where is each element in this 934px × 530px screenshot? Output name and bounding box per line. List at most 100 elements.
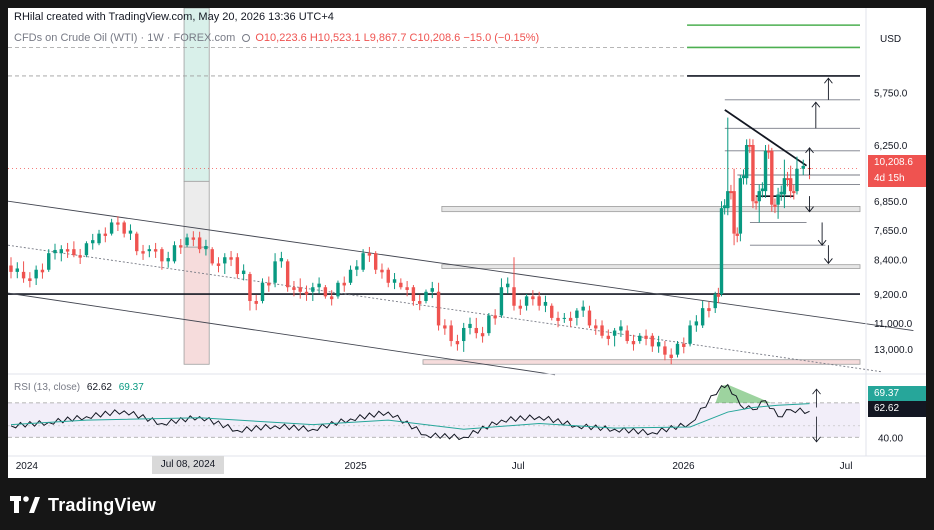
candle-body-23 — [298, 287, 302, 292]
candle-body-mid-59 — [735, 233, 739, 236]
candle-body-45 — [575, 310, 579, 318]
candle-body-mid-26 — [342, 282, 346, 286]
candle-body-mid-61 — [748, 144, 752, 147]
candle-body-mid-50 — [644, 335, 648, 339]
candle-body-mid-56 — [716, 294, 721, 297]
candle-body-9 — [122, 222, 126, 234]
candle-body-37 — [474, 327, 478, 334]
trendline-3 — [724, 109, 808, 167]
candle-body-mid-64 — [766, 150, 771, 153]
candle-body-mid-53 — [682, 343, 686, 347]
candle-body-52 — [663, 346, 667, 355]
candle-body-24 — [311, 287, 315, 292]
candle-body-69 — [795, 168, 799, 192]
candle-body-mid-38 — [493, 315, 497, 319]
candle-body-mid-0 — [15, 268, 19, 272]
crosshair-date-badge: Jul 08, 2024 — [152, 456, 224, 474]
candle-body-44 — [562, 317, 567, 319]
candle-body-mid-36 — [468, 323, 472, 328]
rsi-label: RSI (13, close) — [14, 382, 81, 393]
candle-body-1 — [21, 271, 26, 279]
chart-pane[interactable]: 13,000.0 11,000.0 9,200.0 8,400.0 7,650.0 6,8… — [8, 8, 926, 478]
candle-body-3 — [47, 253, 51, 270]
candle-body-mid-67 — [785, 178, 790, 181]
candle-body-61 — [744, 144, 749, 179]
candle-body-47 — [600, 325, 604, 336]
candle-body-mid-14 — [191, 237, 196, 240]
candle-body-mid-28 — [367, 253, 372, 256]
candle-body-mid-31 — [405, 287, 409, 290]
candle-body-mid-27 — [355, 266, 359, 270]
candle-body-35 — [449, 325, 453, 342]
candle-body-mid-39 — [506, 283, 510, 288]
candle-body-mid-11 — [153, 249, 158, 252]
rsi-legend[interactable]: RSI (13, close) 62.62 69.37 — [14, 382, 144, 393]
candle-body-63 — [757, 191, 761, 202]
candle-body-mid-20 — [267, 282, 271, 286]
candle-body-65 — [770, 150, 774, 205]
candle-body-mid-12 — [166, 258, 170, 262]
candle-body-50 — [638, 335, 642, 342]
ohlc-high: H10,523.1 — [309, 32, 361, 44]
candle-body-mid-57 — [722, 205, 727, 209]
candle-body-mid-15 — [204, 245, 208, 250]
candle-body-mid-62 — [754, 201, 758, 204]
x-tick-label: 2025 — [344, 461, 367, 472]
candle-body-mid-52 — [669, 354, 673, 359]
candle-body-mid-51 — [656, 342, 661, 347]
candle-body-17 — [223, 257, 227, 264]
candle-body-55 — [700, 308, 705, 326]
candle-body-mid-29 — [380, 269, 384, 273]
ohlc-change: −15.0 (−0.15%) — [463, 32, 540, 44]
candle-body-mid-5 — [78, 255, 82, 258]
chart-canvas[interactable]: 13,000.0 11,000.0 9,200.0 8,400.0 7,650.0 6,8… — [8, 8, 926, 478]
candle-body-34 — [436, 291, 441, 326]
candle-body-30 — [386, 269, 390, 283]
candle-body-mid-24 — [317, 283, 321, 288]
candle-body-12 — [160, 249, 164, 262]
rsi-band — [8, 402, 860, 438]
candle-body-mid-43 — [556, 317, 560, 321]
candle-body-18 — [235, 257, 240, 275]
tradingview-brand[interactable]: TradingView — [10, 492, 156, 518]
rsi-signal-tag: 69.37 — [868, 386, 926, 402]
trendline-2 — [8, 244, 883, 373]
candle-body-mid-46 — [594, 325, 598, 329]
arrow-head-icon-4 — [817, 239, 827, 246]
candle-body-0 — [9, 265, 13, 272]
y-tick-label: 5,750.0 — [874, 88, 908, 99]
candle-body-68 — [788, 178, 793, 192]
rsi-value-tag: 62.62 — [868, 401, 926, 417]
candle-body-46 — [587, 310, 592, 326]
arrow-head-icon-0 — [805, 147, 814, 154]
y-tick-label: 13,000.0 — [874, 345, 913, 356]
candle-body-mid-47 — [606, 335, 611, 339]
symbol-legend[interactable]: CFDs on Crude Oil (WTI) · 1W · FOREX.com… — [14, 32, 539, 44]
candle-body-41 — [524, 296, 529, 306]
arrow-head-icon-3 — [805, 206, 814, 213]
candle-body-60 — [738, 178, 743, 234]
rsi-level-label: 40.00 — [878, 433, 903, 444]
candle-body-mid-33 — [430, 288, 434, 292]
rsi-arrow-up-icon — [812, 388, 821, 395]
candle-body-32 — [411, 287, 416, 302]
candle-body-4 — [59, 249, 64, 254]
candle-body-mid-21 — [279, 258, 284, 262]
candle-body-15 — [197, 237, 202, 250]
candle-body-mid-58 — [729, 191, 733, 194]
candle-body-mid-2 — [40, 269, 45, 273]
candle-body-56 — [713, 294, 717, 309]
trendline-0 — [8, 200, 914, 331]
candle-body-mid-9 — [128, 230, 133, 234]
candle-body-20 — [260, 282, 265, 302]
candle-body-64 — [763, 150, 768, 192]
candle-body-mid-4 — [65, 249, 70, 252]
candle-body-16 — [210, 249, 214, 264]
candle-body-31 — [399, 282, 403, 288]
x-tick-label: Jul — [512, 461, 525, 472]
candle-body-6 — [84, 243, 89, 256]
candle-body-mid-60 — [741, 175, 746, 179]
tradingview-logo-icon — [10, 496, 40, 513]
currency-label[interactable]: USD — [880, 34, 902, 45]
candle-body-5 — [72, 249, 76, 256]
